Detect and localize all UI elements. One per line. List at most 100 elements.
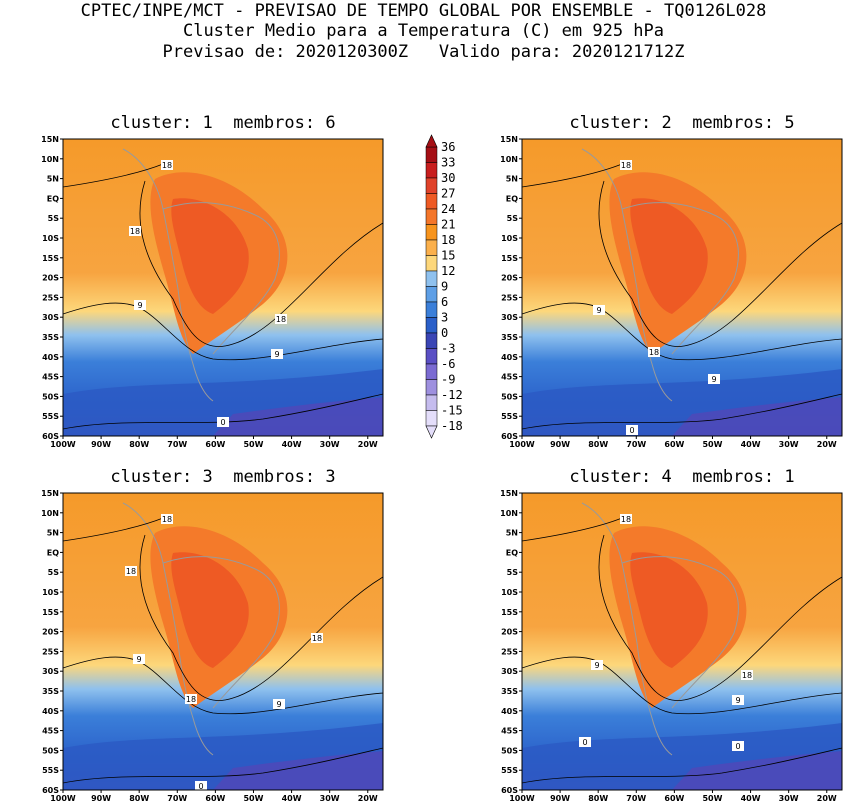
lat-tick-label: 25S (501, 293, 518, 302)
lon-tick-label: 20W (358, 440, 378, 449)
lat-tick-label: 60S (501, 432, 518, 441)
contour-label: 18 (125, 566, 137, 576)
contour-label-text: 0 (735, 742, 740, 751)
colorbar-label: 21 (441, 218, 455, 232)
lat-tick-label: 35S (501, 687, 518, 696)
coastline (122, 148, 280, 402)
contour-label: 18 (311, 633, 323, 643)
contour-label: 0 (579, 737, 591, 747)
contour-label-text: 9 (276, 700, 281, 709)
lat-tick-label: 35S (42, 687, 59, 696)
map-frame (521, 138, 843, 437)
contour-0 (521, 747, 843, 784)
lon-tick-label: 60W (205, 440, 225, 449)
colorbar-swatch (425, 379, 438, 396)
contour-label: 9 (708, 374, 720, 384)
lat-tick-label: 25S (42, 293, 59, 302)
contour-label-bg (708, 374, 720, 384)
lat-tick-label: 15N (41, 489, 59, 498)
lon-tick-label: 80W (129, 794, 149, 803)
lon-tick-label: 40W (282, 794, 302, 803)
contour-label-text: 0 (582, 738, 587, 747)
colorbar-swatch (425, 332, 438, 349)
panel-title-2: cluster: 2 membros: 5 (569, 113, 795, 133)
lat-tick-label: 40S (42, 707, 59, 716)
contour-label-text: 18 (130, 227, 140, 236)
contour-label-bg (271, 349, 283, 359)
contour-label: 9 (271, 349, 283, 359)
coastline (581, 502, 739, 756)
lon-tick-label: 50W (243, 440, 263, 449)
lat-tick-label: 5N (506, 529, 518, 538)
lon-tick-label: 20W (817, 440, 837, 449)
contour-label: 9 (134, 300, 146, 310)
lat-tick-label: 25S (42, 647, 59, 656)
lon-tick-label: 100W (50, 440, 76, 449)
lat-tick-label: 5S (507, 214, 519, 223)
contour-label-text: 18 (162, 515, 172, 524)
contour-label-text: 9 (137, 301, 142, 310)
contour-label: 18 (620, 514, 632, 524)
contour-label-bg (579, 737, 591, 747)
lat-tick-label: 20S (42, 628, 59, 637)
colorbar-label: 0 (441, 326, 448, 340)
lon-tick-label: 40W (282, 440, 302, 449)
lat-tick-label: 40S (42, 353, 59, 362)
colorbar-label: 30 (441, 171, 455, 185)
lon-tick-label: 70W (626, 440, 646, 449)
hot-region (171, 552, 249, 668)
lon-tick-label: 90W (550, 440, 570, 449)
lat-tick-label: 20S (501, 274, 518, 283)
lon-tick-label: 70W (167, 794, 187, 803)
contour-label-text: 0 (198, 782, 203, 791)
lon-tick-label: 20W (817, 794, 837, 803)
contour-label: 9 (591, 660, 603, 670)
lat-tick-label: 35S (501, 333, 518, 342)
hot-region (171, 198, 249, 314)
map-frame (521, 492, 843, 791)
lon-tick-label: 50W (702, 440, 722, 449)
contour-label-bg (741, 670, 753, 680)
header-line-2: Cluster Medio para a Temperatura (C) em … (182, 21, 665, 41)
lon-tick-label: 90W (91, 794, 111, 803)
contour-label-text: 9 (594, 661, 599, 670)
lat-tick-label: 25S (501, 647, 518, 656)
lat-tick-label: 10S (501, 588, 518, 597)
lat-tick-label: 45S (42, 373, 59, 382)
colorbar-bottom-arrow (425, 425, 438, 439)
contour-label-bg (591, 660, 603, 670)
contour-label-bg (593, 305, 605, 315)
colorbar-label: -12 (441, 388, 463, 402)
lon-tick-label: 80W (588, 440, 608, 449)
contour-0 (62, 393, 384, 430)
lat-tick-label: 20S (501, 628, 518, 637)
colorbar-label: 12 (441, 264, 455, 278)
contour-label-bg (129, 226, 141, 236)
contour-label-text: 0 (220, 418, 225, 427)
contour-label-bg (195, 781, 207, 791)
lat-tick-label: 15N (500, 489, 518, 498)
colorbar-swatch (425, 317, 438, 334)
contour-label-bg (620, 514, 632, 524)
lat-tick-label: 45S (501, 373, 518, 382)
lat-tick-label: 15S (42, 608, 59, 617)
contour-label: 18 (741, 670, 753, 680)
colorbar-label: -3 (441, 342, 455, 356)
contour-18 (521, 517, 843, 701)
map-frame (62, 138, 384, 437)
lat-tick-label: 20S (42, 274, 59, 283)
colorbar-swatch (425, 270, 438, 287)
contour-label: 9 (133, 654, 145, 664)
contour-label: 18 (620, 160, 632, 170)
lat-tick-label: 60S (501, 786, 518, 795)
colorbar-swatch (425, 286, 438, 303)
contour-label-bg (626, 425, 638, 435)
contour-0 (521, 393, 843, 430)
contour-label-bg (134, 300, 146, 310)
colorbar-label: 27 (441, 187, 455, 201)
lon-tick-label: 90W (550, 794, 570, 803)
contour-label-text: 18 (621, 161, 631, 170)
lon-tick-label: 40W (741, 440, 761, 449)
